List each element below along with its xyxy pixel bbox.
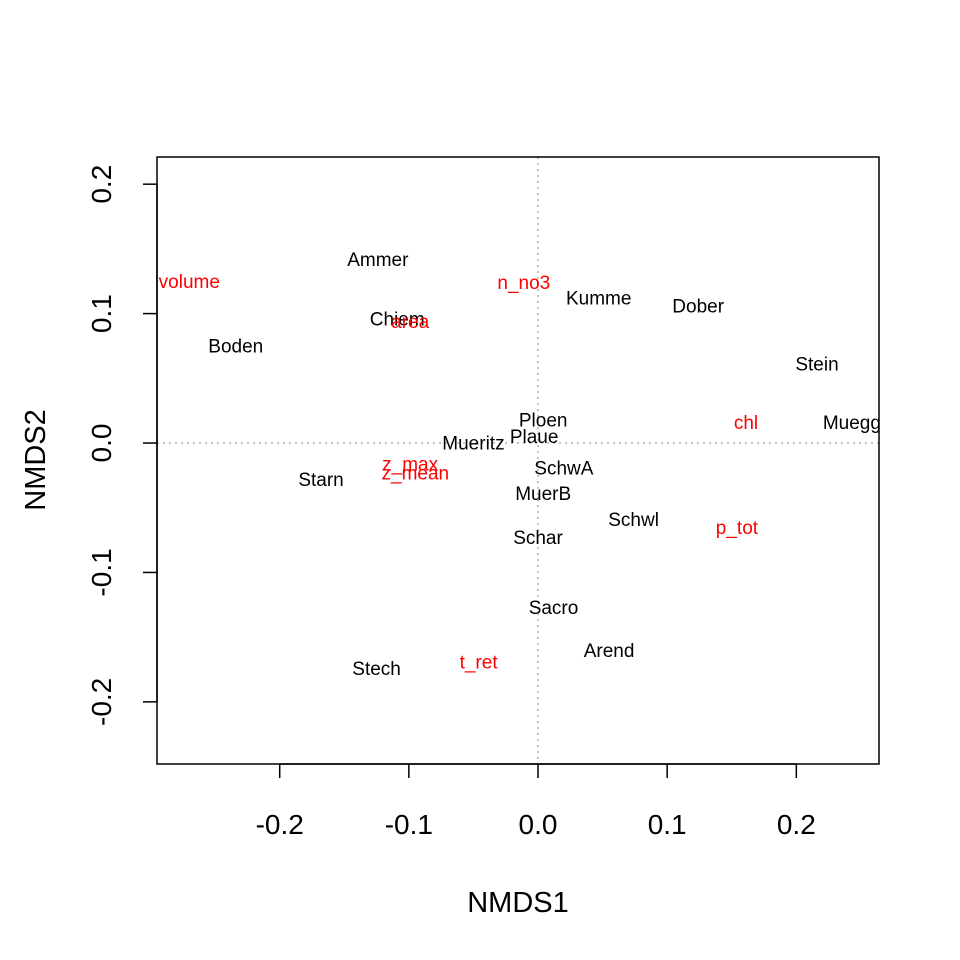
y-tick-label: 0.1 <box>86 294 117 333</box>
site-label: Stein <box>795 355 838 376</box>
site-label: Schar <box>513 528 563 549</box>
site-label: Muegg <box>823 413 881 434</box>
variable-label: p_tot <box>716 518 759 539</box>
y-tick-label: 0.0 <box>86 424 117 463</box>
variable-label: z_mean <box>382 463 450 484</box>
site-label: Plaue <box>510 427 559 448</box>
y-axis-title: NMDS2 <box>20 409 52 511</box>
site-label: Ploen <box>519 410 568 431</box>
y-tick-label: -0.1 <box>86 548 117 596</box>
site-label: Boden <box>208 337 263 358</box>
x-tick-label: 0.2 <box>777 809 816 840</box>
site-label: Dober <box>672 296 724 317</box>
y-tick-label: -0.2 <box>86 678 117 726</box>
variable-label: area <box>391 312 429 333</box>
variable-label: volume <box>159 272 220 293</box>
site-label: Mueritz <box>442 434 504 455</box>
variable-label: z_max <box>382 454 438 475</box>
reference-lines <box>157 157 879 764</box>
x-tick-label: 0.1 <box>648 809 687 840</box>
site-label: Arend <box>584 641 635 662</box>
variable-label: n_no3 <box>497 273 550 294</box>
site-label: Schwl <box>608 510 659 531</box>
x-tick-label: 0.0 <box>519 809 558 840</box>
site-label: Stech <box>352 659 401 680</box>
site-label: Kumme <box>566 289 631 310</box>
y-axis: -0.2 -0.1 0.0 0.1 0.2 <box>86 165 158 726</box>
plot-frame <box>156 156 880 765</box>
variable-label: t_ret <box>460 652 499 673</box>
x-tick-label: -0.1 <box>385 809 433 840</box>
x-tick-label: -0.2 <box>256 809 304 840</box>
site-label: MuerB <box>515 484 571 505</box>
variable-label: chl <box>734 413 758 434</box>
x-axis-title: NMDS1 <box>467 887 569 919</box>
sites-series: Ammer Kumme Dober Chiem Boden Stein Ploen Muegg… <box>208 250 881 680</box>
site-label: SchwA <box>534 458 593 479</box>
site-label: Chiem <box>370 309 425 330</box>
y-tick-label: 0.2 <box>86 165 117 204</box>
x-axis: -0.2 -0.1 0.0 0.1 0.2 <box>256 763 816 840</box>
point-labels: Ammer Kumme Dober Chiem Boden Stein Ploen Muegg… <box>159 250 881 680</box>
site-label: Ammer <box>347 250 409 271</box>
site-label: Sacro <box>529 598 579 619</box>
site-label: Starn <box>298 470 343 491</box>
